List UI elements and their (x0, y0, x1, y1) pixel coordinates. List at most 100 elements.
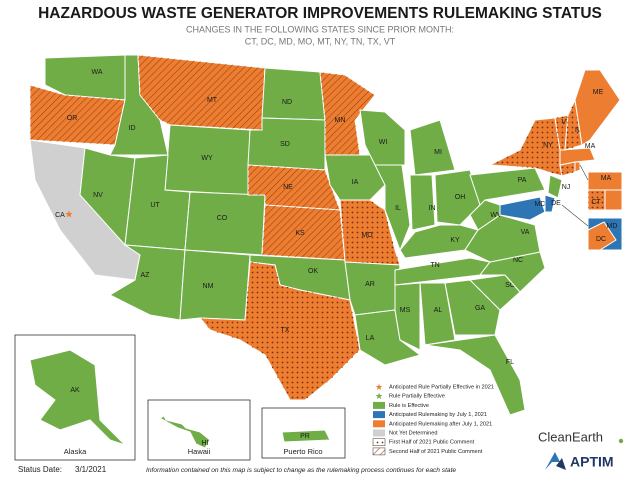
state-label: WY (201, 155, 213, 162)
logo-icon (556, 458, 566, 470)
state (184, 191, 266, 256)
state-label: PA (518, 177, 527, 184)
title: HAZARDOUS WASTE GENERATOR IMPROVEMENTS R… (38, 5, 602, 22)
state (544, 194, 556, 213)
ne-inset-pattern (588, 190, 605, 210)
state-label: NV (93, 192, 103, 199)
state-label: OH (455, 194, 466, 201)
inset-frame (147, 399, 251, 461)
callout-label: CT (591, 199, 601, 206)
state-label: VA (521, 229, 530, 236)
state-label: MN (335, 117, 346, 124)
state-label: CA (55, 212, 65, 219)
state-label: KY (450, 237, 460, 244)
state (559, 147, 596, 166)
state (547, 174, 563, 199)
logo-icon (545, 452, 560, 470)
legend-marker (373, 429, 385, 437)
logo: APTIM (570, 454, 614, 470)
state-label: TX (281, 327, 290, 334)
state (261, 67, 326, 121)
state (344, 261, 401, 316)
state-label: NJ (562, 184, 571, 191)
state (281, 429, 331, 443)
state-label: AR (365, 281, 375, 288)
legend-marker: ★ (375, 391, 383, 401)
inset-label: Puerto Rico (283, 447, 322, 456)
state (424, 334, 526, 416)
status-date-label: Status Date: (18, 465, 62, 474)
state-label: SD (280, 141, 290, 148)
state-pattern (340, 200, 400, 265)
state-label: TN (430, 262, 439, 269)
state (359, 109, 406, 166)
legend-marker: ★ (375, 382, 383, 392)
state-label: WA (91, 69, 102, 76)
state-star: ★ (65, 210, 74, 221)
legend-marker-pattern (373, 447, 385, 455)
state (29, 349, 126, 446)
legend: ★ Anticipated Rule Partially Effective in… (372, 382, 494, 456)
state-pattern (138, 55, 265, 130)
status-date: 3/1/2021 (75, 465, 107, 474)
state (574, 161, 581, 173)
state-label: MS (400, 307, 411, 314)
state-label: VT (562, 119, 572, 126)
state (419, 282, 456, 346)
state (179, 249, 251, 321)
state-label: AK (70, 387, 80, 394)
state-label: OR (67, 115, 78, 122)
state-label: UT (150, 202, 160, 209)
state-label: MT (207, 97, 218, 104)
logo: CleanEarth (538, 429, 603, 444)
state-label: MO (361, 232, 373, 239)
state-label: NE (283, 184, 293, 191)
subtitle: CT, DC, MD, MO, MT, NY, TN, TX, VT (245, 36, 396, 46)
state-pattern (30, 85, 125, 145)
inset-label: Alaska (64, 447, 87, 456)
legend-marker-pattern (373, 438, 385, 446)
state-pattern (490, 118, 562, 176)
legend-label: Second Half of 2021 Public Comment (389, 449, 483, 455)
state-label: FL (506, 359, 514, 366)
state-label: KS (295, 230, 305, 237)
inset-frame (261, 407, 346, 459)
legend-marker (373, 420, 385, 428)
state (409, 174, 436, 231)
legend-label: Rule Partially Effective (389, 394, 445, 400)
state-label: GA (475, 305, 485, 312)
state-pattern (262, 205, 345, 260)
callout-label: MD (607, 223, 618, 230)
legend-label: First Half of 2021 Public Comment (389, 440, 475, 446)
state-label: LA (366, 335, 375, 342)
state-pattern (560, 162, 575, 176)
callout-label: DC (596, 236, 606, 243)
state (469, 167, 546, 206)
state-label: AL (434, 307, 443, 314)
legend-marker (373, 411, 385, 419)
legend-label: Anticipated Rulemaking after July 1, 202… (389, 421, 492, 427)
legend-label: Rule is Effective (389, 403, 429, 409)
state-map: WAOR★CAIDNVMTWYUTCOAZNMNDSDNEKSOKTXMNIAM… (29, 54, 623, 449)
state-label: MA (585, 143, 596, 150)
state-label: IA (352, 179, 359, 186)
legend-label: Not Yet Determined (389, 430, 438, 436)
inset-frame (14, 334, 136, 461)
state-label: MD (535, 201, 546, 208)
state-label: HI (202, 440, 209, 447)
state-pattern (320, 72, 375, 155)
state-label: ID (129, 125, 136, 132)
legend-label: Anticipated Rulemaking by July 1, 2021 (389, 412, 487, 418)
leader (579, 164, 589, 181)
state-label: AZ (141, 272, 151, 279)
state-pattern (248, 165, 340, 210)
subtitle: CHANGES IN THE FOLLOWING STATES SINCE PR… (186, 24, 454, 34)
state-pattern (555, 115, 568, 150)
state-label: CO (217, 215, 228, 222)
state-label: MI (434, 149, 442, 156)
legend-marker (373, 401, 385, 409)
dc-inset-area (587, 221, 617, 251)
logo-dot (618, 438, 624, 444)
state (399, 224, 479, 259)
